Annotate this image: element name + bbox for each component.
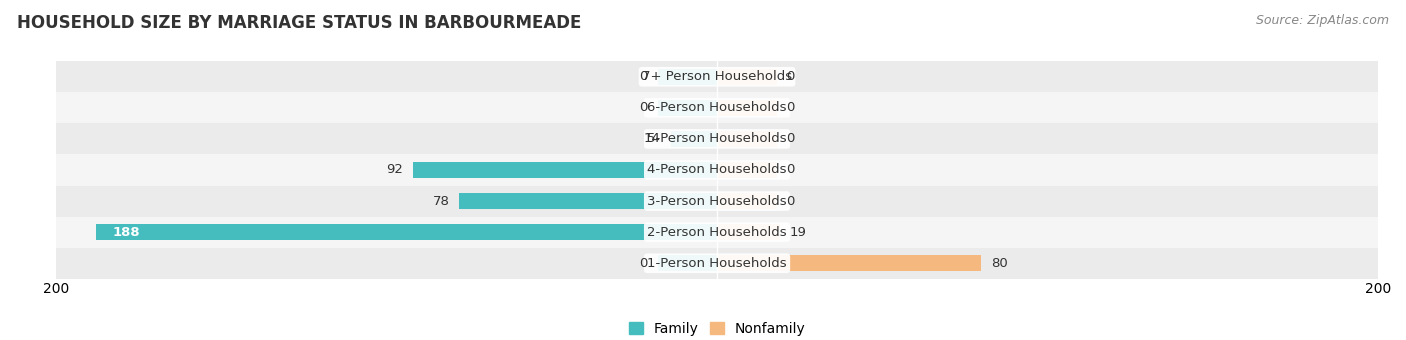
Bar xyxy=(56,186,1378,217)
Bar xyxy=(717,224,780,240)
Bar xyxy=(56,217,1378,248)
Text: 0: 0 xyxy=(786,70,794,83)
Bar xyxy=(56,92,1378,123)
Bar xyxy=(717,255,981,271)
Text: 188: 188 xyxy=(112,226,141,239)
Legend: Family, Nonfamily: Family, Nonfamily xyxy=(623,317,811,340)
Bar xyxy=(717,131,776,147)
Bar xyxy=(717,193,776,209)
Text: 0: 0 xyxy=(640,257,648,270)
Text: 92: 92 xyxy=(387,164,404,176)
Bar xyxy=(56,154,1378,186)
Text: 5-Person Households: 5-Person Households xyxy=(647,132,787,146)
Bar xyxy=(56,248,1378,279)
Text: 1-Person Households: 1-Person Households xyxy=(647,257,787,270)
Text: 4-Person Households: 4-Person Households xyxy=(647,164,787,176)
Text: 0: 0 xyxy=(786,101,794,114)
Bar xyxy=(658,69,717,85)
Bar xyxy=(658,100,717,116)
Text: 19: 19 xyxy=(790,226,807,239)
Bar xyxy=(671,131,717,147)
Bar xyxy=(717,69,776,85)
Text: 2-Person Households: 2-Person Households xyxy=(647,226,787,239)
Bar xyxy=(658,255,717,271)
Text: 0: 0 xyxy=(786,194,794,208)
Bar xyxy=(96,224,717,240)
Bar xyxy=(56,61,1378,92)
Text: 0: 0 xyxy=(640,101,648,114)
Text: 78: 78 xyxy=(433,194,450,208)
Text: 80: 80 xyxy=(991,257,1008,270)
Text: HOUSEHOLD SIZE BY MARRIAGE STATUS IN BARBOURMEADE: HOUSEHOLD SIZE BY MARRIAGE STATUS IN BAR… xyxy=(17,14,581,32)
Bar xyxy=(717,162,776,178)
Bar xyxy=(717,100,776,116)
Bar xyxy=(56,123,1378,154)
Text: 7+ Person Households: 7+ Person Households xyxy=(643,70,792,83)
Text: 0: 0 xyxy=(786,164,794,176)
Text: 0: 0 xyxy=(786,132,794,146)
Text: 3-Person Households: 3-Person Households xyxy=(647,194,787,208)
Bar xyxy=(460,193,717,209)
Text: 0: 0 xyxy=(640,70,648,83)
Text: 14: 14 xyxy=(644,132,661,146)
Bar xyxy=(413,162,717,178)
Text: Source: ZipAtlas.com: Source: ZipAtlas.com xyxy=(1256,14,1389,27)
Text: 6-Person Households: 6-Person Households xyxy=(647,101,787,114)
